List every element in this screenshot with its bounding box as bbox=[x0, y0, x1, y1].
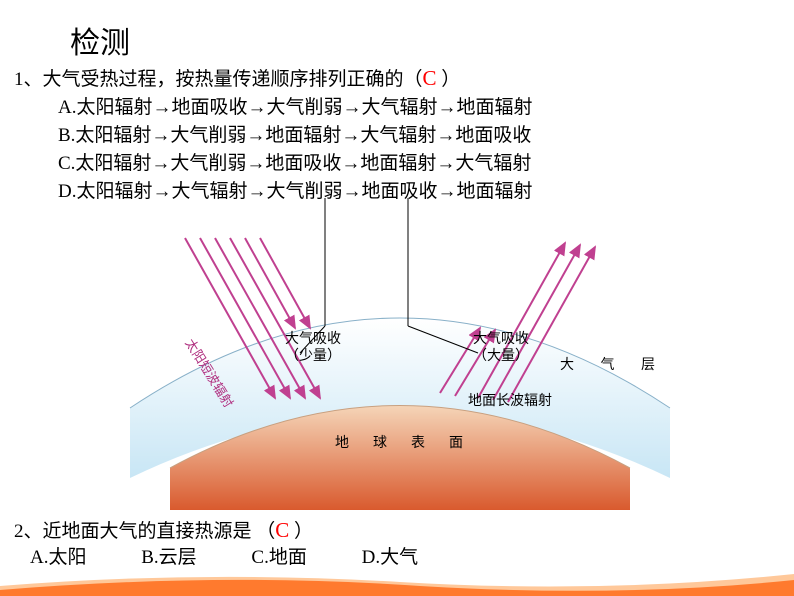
label-absorb-large: 大气吸收（大量） bbox=[473, 332, 529, 366]
q1-stem-after: ） bbox=[437, 69, 461, 90]
label-absorb-small: 大气吸收（少量） bbox=[285, 332, 341, 366]
q2-option-a: A.太阳 bbox=[30, 547, 86, 568]
q2-option-b: B.云层 bbox=[141, 547, 196, 568]
q2-option-d: D.大气 bbox=[362, 547, 418, 568]
q2-answer: C bbox=[275, 516, 289, 545]
q1-option-a: A.太阳辐射→地面吸收→大气削弱→大气辐射→地面辐射 bbox=[58, 92, 532, 119]
label-ground-longwave: 地面长波辐射 bbox=[468, 394, 552, 411]
q1-option-c: C.太阳辐射→大气削弱→地面吸收→地面辐射→大气辐射 bbox=[58, 148, 531, 175]
page-title: 检测 bbox=[70, 18, 130, 62]
q1-stem: 1、大气受热过程，按热量传递顺序排列正确的（C ） bbox=[14, 64, 460, 94]
q2-stem-after: ） bbox=[289, 521, 313, 542]
q2-options: A.太阳 B.云层 C.地面 D.大气 bbox=[30, 542, 468, 569]
footer-decoration bbox=[0, 568, 794, 596]
label-earth-surface: 地 球 表 面 bbox=[335, 436, 468, 453]
atmosphere-diagram: 大气吸收（少量） 大气吸收（大量） 大 气 层 地面长波辐射 地 球 表 面 太… bbox=[100, 198, 700, 510]
q1-answer: C bbox=[423, 64, 437, 93]
q2-stem-before: 2、近地面大气的直接热源是 （ bbox=[14, 521, 275, 542]
q1-stem-before: 1、大气受热过程，按热量传递顺序排列正确的（ bbox=[14, 69, 423, 90]
q2-option-c: C.地面 bbox=[251, 547, 306, 568]
q1-option-b: B.太阳辐射→大气削弱→地面辐射→大气辐射→地面吸收 bbox=[58, 120, 531, 147]
label-atmosphere: 大 气 层 bbox=[560, 358, 658, 375]
